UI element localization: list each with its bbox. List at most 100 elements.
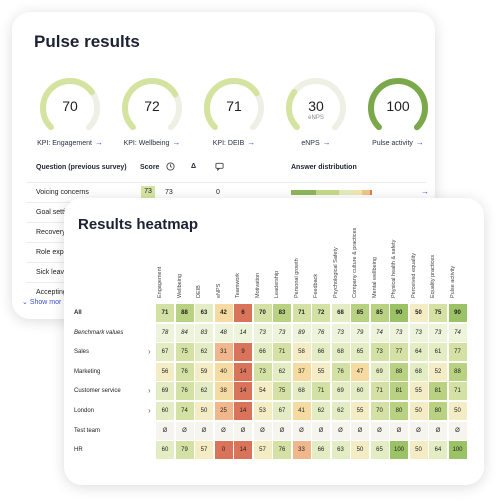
heatmap-cell: 73 (331, 323, 350, 342)
heatmap-title: Results heatmap (78, 216, 199, 233)
show-more-label: Show mor (29, 299, 62, 306)
heatmap-cell: 66 (253, 343, 272, 362)
heatmap-cell: 73 (370, 343, 389, 362)
heatmap-row[interactable]: Benchmark values 78 84 83 48 14 73 73 89 76 73 79 74… (64, 323, 484, 343)
heatmap-row[interactable]: Marketing 56 76 59 40 14 73 62 37 55 76 47 69 88 68 52 8… (64, 362, 484, 382)
heatmap-cell: 60 (156, 402, 174, 420)
heatmap-cell: 63 (195, 304, 213, 322)
heatmap-column-header[interactable]: Psychological Safety (332, 242, 351, 298)
heatmap-row[interactable]: HR 60 79 57 0 14 57 76 33 66 63 50 65 100 50 64 100 (64, 441, 484, 460)
arrow-right-icon[interactable]: → (421, 187, 429, 196)
heatmap-cell: 25 (214, 402, 233, 420)
heatmap-column-header[interactable]: Leadership (273, 242, 292, 298)
heatmap-column-header[interactable]: Feedback (312, 242, 331, 298)
heatmap-cell: 62 (331, 402, 350, 420)
heatmap-column-header[interactable]: Company culture & practices (351, 228, 370, 298)
heatmap-cell: 71 (292, 304, 311, 322)
heatmap-cell: 69 (331, 382, 350, 401)
heatmap-cell: 9 (234, 343, 252, 362)
heatmap-cell: 89 (292, 323, 311, 342)
heatmap-cell: 14 (234, 382, 252, 401)
kpi-gauge: 30 eNPS eNPS → (276, 76, 356, 147)
heatmap-cell: 80 (390, 402, 408, 420)
heatmap-column-header[interactable]: Equality practices (429, 242, 448, 298)
heatmap-cell: 88 (448, 362, 467, 381)
heatmap-cell: 70 (370, 402, 389, 420)
heatmap-cell: 52 (429, 362, 447, 381)
heatmap-cell: 88 (390, 362, 408, 381)
heatmap-column-header[interactable]: Motivation (254, 242, 273, 298)
heatmap-column-header[interactable]: Personal growth (293, 242, 312, 298)
heatmap-row-label: HR (74, 447, 83, 454)
heatmap-row[interactable]: London › 60 74 50 25 14 53 67 41 62 62 55 70 80 50 80 50 (64, 402, 484, 421)
heatmap-column-label: DEIB (196, 285, 202, 298)
question-row[interactable]: Voicing concerns 73 73 0 → (26, 182, 429, 202)
clock-icon (166, 162, 175, 173)
question-label: Role expecta (36, 249, 77, 256)
question-label: Sick leave (36, 269, 68, 276)
heatmap-cell: 0 (214, 441, 233, 460)
heatmap-cell: 48 (214, 323, 233, 342)
heatmap-column-header[interactable]: Engagement (156, 242, 175, 298)
heatmap-cell: 76 (273, 441, 291, 460)
heatmap-cell: 41 (292, 402, 311, 420)
heatmap-cell: 68 (292, 382, 311, 401)
heatmap-cell: Ø (429, 421, 447, 440)
heatmap-cell: 75 (273, 382, 291, 401)
distribution-segment (338, 190, 353, 195)
distribution-segment (291, 190, 316, 195)
delta-value: 0 (216, 189, 220, 196)
gauge-ring: 100 (366, 76, 430, 140)
heatmap-column-label: eNPS (215, 283, 222, 298)
heatmap-column-header[interactable]: DEIB (195, 242, 214, 298)
kpi-link-label: Pulse activity (372, 140, 413, 147)
chevron-right-icon[interactable]: › (148, 386, 151, 396)
heatmap-cell: 55 (409, 382, 428, 401)
heatmap-cell: 50 (409, 304, 428, 322)
heatmap-column-header[interactable]: Pulse activity (449, 242, 468, 298)
heatmap-cell: 61 (429, 343, 447, 362)
kpi-gauge: 70 KPI: Engagement → (30, 76, 110, 147)
heatmap-cell: 80 (429, 402, 447, 420)
show-more-link[interactable]: ⌄ Show mor (22, 298, 61, 306)
heatmap-cell: 75 (175, 343, 194, 362)
heatmap-row[interactable]: Sales › 67 75 62 31 9 66 71 58 66 68 65 73 77 64 61 77 (64, 343, 484, 362)
kpi-link[interactable]: Pulse activity → (348, 138, 448, 147)
kpi-link[interactable]: KPI: DEIB → (184, 138, 284, 147)
kpi-link[interactable]: eNPS → (266, 138, 366, 147)
heatmap-column-header[interactable]: Wellbeing (176, 242, 195, 298)
heatmap-column-header[interactable]: Teamwork (234, 242, 253, 298)
heatmap-cell: Ø (175, 421, 194, 440)
heatmap-cell: 75 (429, 304, 447, 322)
arrow-right-icon: → (172, 138, 181, 147)
heatmap-row[interactable]: Customer service › 69 76 62 38 14 54 75 68 71 69 60 7… (64, 382, 484, 401)
delta-column-header[interactable]: Δ (191, 163, 197, 170)
answer-distribution-header: Answer distribution (291, 164, 357, 171)
heatmap-cell: 31 (214, 343, 233, 362)
heatmap-column-label: Feedback (313, 273, 319, 298)
kpi-link[interactable]: KPI: Wellbeing → (102, 138, 202, 147)
heatmap-cell: 68 (331, 343, 350, 362)
heatmap-column-header[interactable]: Perceived equality (410, 242, 429, 298)
heatmap-column-header[interactable]: eNPS (215, 242, 234, 298)
heatmap-column-header[interactable]: Physical health & safety (390, 240, 409, 298)
heatmap-cell: 47 (351, 362, 369, 381)
heatmap-cell: 81 (390, 382, 408, 401)
gauge-value: 71 (226, 98, 242, 114)
heatmap-row-label: Benchmark values (74, 329, 124, 336)
chevron-right-icon[interactable]: › (148, 406, 151, 415)
heatmap-cell: 63 (331, 441, 350, 460)
question-label: Voicing concerns (36, 189, 89, 196)
heatmap-row[interactable]: Test team Ø Ø Ø Ø Ø Ø Ø Ø Ø Ø Ø Ø Ø Ø Ø Ø (64, 421, 484, 441)
heatmap-cell: 50 (409, 441, 428, 460)
heatmap-cell: 40 (214, 362, 233, 381)
chevron-right-icon[interactable]: › (148, 347, 151, 357)
heatmap-cell: 73 (390, 323, 408, 342)
heatmap-column-label: Leadership (274, 270, 280, 298)
heatmap-cell: 67 (273, 402, 291, 420)
heatmap-column-header[interactable]: Mental wellbeing (371, 242, 390, 298)
heatmap-row[interactable]: All 71 88 63 42 6 70 83 71 72 68 85 85 90 50 75 90 (64, 304, 484, 323)
score-column-header[interactable]: Score (140, 164, 160, 171)
kpi-link[interactable]: KPI: Engagement → (20, 138, 120, 147)
heatmap-column-label: Engagement (157, 266, 163, 298)
